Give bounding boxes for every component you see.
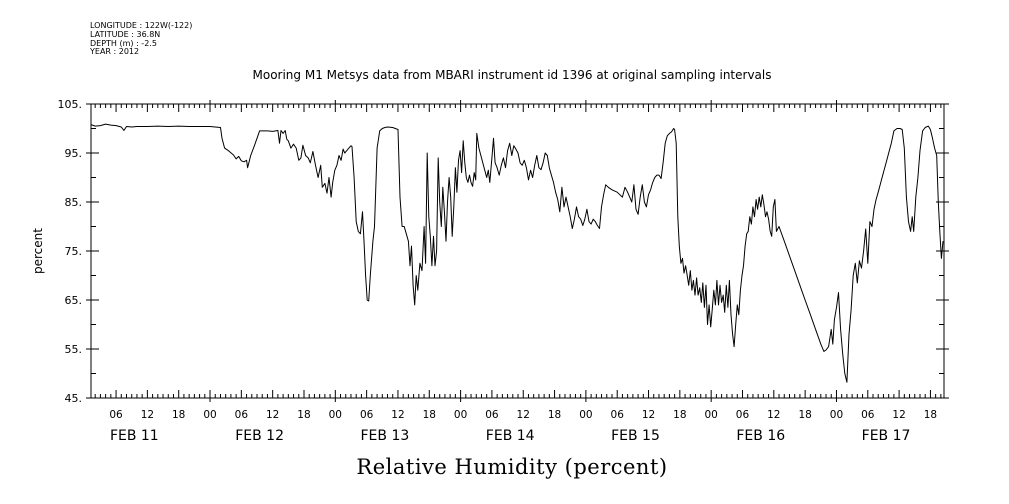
x-tick-label: 12 [391, 409, 404, 421]
x-tick-label: 18 [172, 409, 185, 421]
x-tick-label: 18 [673, 409, 686, 421]
y-tick-label: 105. [58, 98, 83, 111]
y-tick-label: 45. [65, 392, 83, 405]
x-day-label: FEB 17 [862, 428, 911, 444]
plot-frame [90, 103, 945, 399]
x-day-label: FEB 12 [235, 428, 284, 444]
x-tick-label: 12 [141, 409, 154, 421]
latitude-line: LATITUDE : 36.8N [90, 29, 161, 39]
x-day-label: FEB 13 [361, 428, 410, 444]
x-tick-label: 06 [485, 409, 499, 421]
depth-line: DEPTH (m) : -2.5 [90, 38, 157, 48]
x-tick-label: 06 [611, 409, 625, 421]
chart-title: Mooring M1 Metsys data from MBARI instru… [253, 68, 772, 82]
x-tick-label: 06 [736, 409, 750, 421]
x-tick-label: 00 [454, 409, 467, 421]
x-day-label: FEB 15 [611, 428, 660, 444]
x-tick-label: 00 [203, 409, 216, 421]
x-day-label: FEB 14 [486, 428, 535, 444]
y-tick-label: 75. [65, 245, 83, 258]
x-tick-label: 06 [360, 409, 374, 421]
y-tick-label: 95. [65, 147, 83, 160]
x-tick-label: 18 [548, 409, 561, 421]
x-tick-label: 06 [109, 409, 123, 421]
x-tick-label: 18 [798, 409, 811, 421]
x-tick-label: 12 [892, 409, 905, 421]
x-day-label: FEB 16 [736, 428, 785, 444]
x-tick-label: 00 [329, 409, 342, 421]
x-tick-label: 00 [579, 409, 592, 421]
x-tick-label: 18 [924, 409, 937, 421]
year-line: YEAR : 2012 [90, 47, 140, 57]
x-tick-label: 00 [830, 409, 843, 421]
x-tick-label: 12 [517, 409, 530, 421]
y-axis-label: percent [31, 228, 45, 274]
series-group [90, 123, 944, 383]
x-tick-label: 12 [266, 409, 279, 421]
y-tick-label: 55. [65, 343, 83, 356]
x-tick-label: 12 [642, 409, 655, 421]
x-tick-label: 18 [297, 409, 310, 421]
x-tick-label: 12 [767, 409, 780, 421]
y-tick-label: 65. [65, 294, 83, 307]
x-axis: 06 12 18 00 06 12 18 00 06 12 18 00 06 12 18 00 06 12 18 00… [94, 100, 942, 444]
x-axis-label: Relative Humidity (percent) [356, 455, 667, 479]
longitude-line: LONGITUDE : 122W(-122) [90, 21, 193, 30]
humidity-series-line [90, 123, 944, 383]
metadata-block: LONGITUDE : 122W(-122) LATITUDE : 36.8N … [90, 21, 193, 57]
x-tick-label: 06 [235, 409, 249, 421]
y-axis: 45. 55. 65. 75. 85. 95. 105. [58, 98, 949, 405]
x-tick-label: 00 [704, 409, 717, 421]
x-tick-label: 18 [423, 409, 436, 421]
x-tick-label: 06 [861, 409, 875, 421]
y-tick-label: 85. [65, 196, 83, 209]
x-day-label: FEB 11 [110, 428, 159, 444]
